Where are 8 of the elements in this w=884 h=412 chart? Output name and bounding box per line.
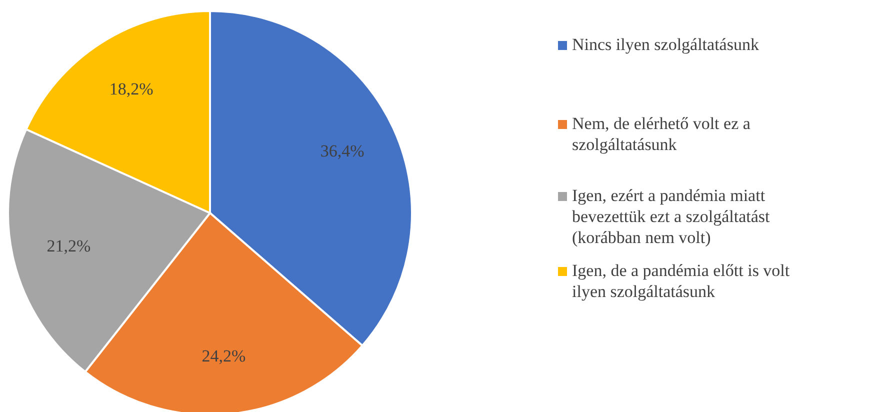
data-label: 24,2% [202, 346, 246, 366]
legend-label: Nem, de elérhető volt ez a szolgáltatásunk [572, 114, 751, 154]
data-label: 36,4% [320, 142, 364, 161]
data-label: 21,2% [46, 236, 91, 256]
data-label: 18,2% [109, 80, 154, 99]
legend-label: Igen, ezért a pandémia miatt bevezettük ezt a szolgáltatást (korábban nem volt) [572, 186, 770, 247]
legend-label: Nincs ilyen szolgáltatásunk [572, 35, 760, 54]
legend-label: Igen, de a pandémia előtt is volt ilyen szolgáltatásunk [572, 261, 790, 301]
